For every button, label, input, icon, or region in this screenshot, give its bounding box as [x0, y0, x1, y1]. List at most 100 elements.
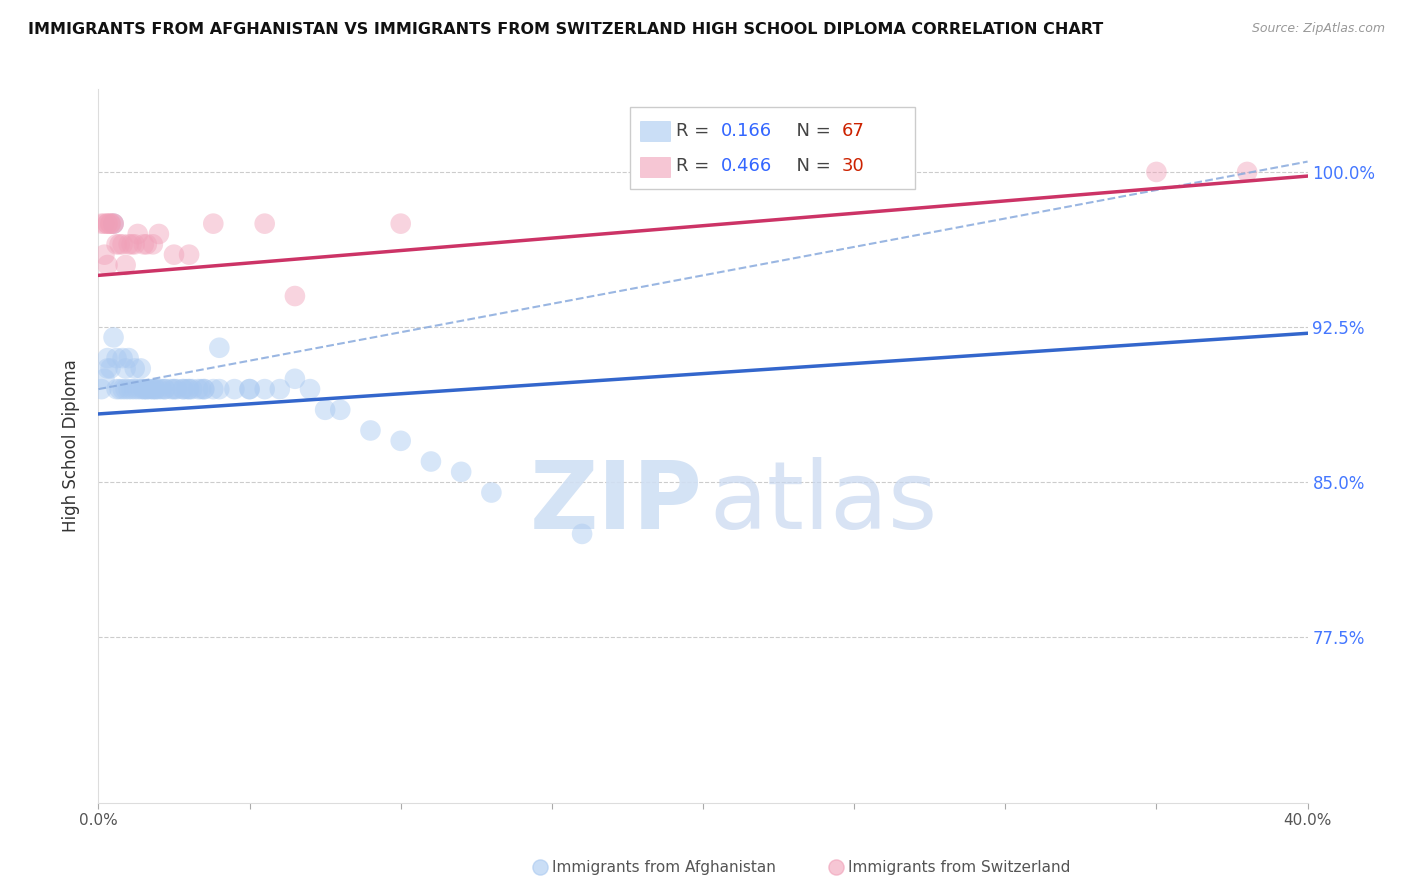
Point: [118, 382, 141, 396]
Point: [224, 382, 246, 396]
Point: [190, 382, 212, 396]
Point: [145, 382, 167, 396]
Point: [239, 382, 262, 396]
FancyBboxPatch shape: [630, 107, 915, 189]
Point: [132, 237, 155, 252]
Point: [93, 248, 115, 262]
Point: [329, 402, 352, 417]
Point: [96, 258, 118, 272]
Point: [172, 382, 194, 396]
Point: [142, 382, 165, 396]
Point: [253, 217, 276, 231]
Point: [135, 382, 157, 396]
Point: [111, 237, 134, 252]
Point: [103, 217, 125, 231]
Point: [127, 382, 149, 396]
Point: [314, 402, 336, 417]
FancyBboxPatch shape: [640, 121, 671, 141]
Y-axis label: High School Diploma: High School Diploma: [62, 359, 80, 533]
Point: [187, 382, 209, 396]
Point: [139, 382, 162, 396]
Point: [163, 382, 186, 396]
Point: [571, 527, 593, 541]
Point: [129, 382, 152, 396]
Point: [450, 465, 472, 479]
Point: [153, 382, 176, 396]
Point: [481, 485, 503, 500]
Point: [132, 382, 155, 396]
Point: [108, 382, 131, 396]
Text: 30: 30: [842, 157, 865, 175]
Point: [96, 217, 118, 231]
Text: IMMIGRANTS FROM AFGHANISTAN VS IMMIGRANTS FROM SWITZERLAND HIGH SCHOOL DIPLOMA C: IMMIGRANTS FROM AFGHANISTAN VS IMMIGRANT…: [28, 22, 1104, 37]
Text: N =: N =: [785, 121, 837, 139]
Point: [100, 361, 122, 376]
Text: Source: ZipAtlas.com: Source: ZipAtlas.com: [1251, 22, 1385, 36]
Text: 67: 67: [842, 121, 865, 139]
Text: 0.166: 0.166: [721, 121, 772, 139]
Point: [172, 382, 194, 396]
Point: [160, 382, 183, 396]
Text: Immigrants from Afghanistan: Immigrants from Afghanistan: [551, 860, 776, 874]
Point: [90, 382, 112, 396]
Point: [166, 382, 188, 396]
Point: [108, 237, 131, 252]
Point: [202, 217, 225, 231]
Point: [127, 227, 149, 241]
Point: [135, 237, 157, 252]
Point: [148, 227, 170, 241]
Point: [105, 237, 128, 252]
Point: [90, 217, 112, 231]
Point: [284, 289, 307, 303]
Text: Immigrants from Switzerland: Immigrants from Switzerland: [848, 860, 1070, 874]
Point: [269, 382, 291, 396]
Point: [1144, 165, 1167, 179]
Point: [142, 382, 165, 396]
Text: atlas: atlas: [709, 457, 938, 549]
Point: [103, 217, 125, 231]
Point: [145, 382, 167, 396]
Point: [299, 382, 322, 396]
Point: [111, 382, 134, 396]
Point: [124, 382, 146, 396]
Point: [193, 382, 215, 396]
Point: [163, 248, 186, 262]
FancyBboxPatch shape: [640, 157, 671, 177]
Point: [118, 237, 141, 252]
Point: [181, 382, 204, 396]
Point: [111, 351, 134, 365]
Point: [420, 454, 443, 468]
Point: [148, 382, 170, 396]
Text: R =: R =: [676, 157, 716, 175]
Point: [163, 382, 186, 396]
Point: [96, 361, 118, 376]
Point: [100, 217, 122, 231]
Point: [389, 217, 412, 231]
Point: [150, 382, 173, 396]
Point: [174, 382, 197, 396]
Point: [114, 361, 136, 376]
Point: [114, 258, 136, 272]
Point: [129, 361, 152, 376]
Point: [105, 351, 128, 365]
Point: [179, 248, 201, 262]
Point: [100, 217, 122, 231]
Point: [284, 372, 307, 386]
Point: [103, 217, 125, 231]
Point: [114, 382, 136, 396]
Point: [118, 351, 141, 365]
Point: [103, 330, 125, 344]
Text: N =: N =: [785, 157, 837, 175]
Point: [93, 217, 115, 231]
Point: [360, 424, 382, 438]
Point: [142, 237, 165, 252]
Text: 0.466: 0.466: [721, 157, 772, 175]
Text: R =: R =: [676, 121, 716, 139]
Point: [105, 382, 128, 396]
Point: [153, 382, 176, 396]
Point: [124, 237, 146, 252]
Text: ZIP: ZIP: [530, 457, 703, 549]
Point: [121, 237, 143, 252]
Point: [179, 382, 201, 396]
Point: [135, 382, 157, 396]
